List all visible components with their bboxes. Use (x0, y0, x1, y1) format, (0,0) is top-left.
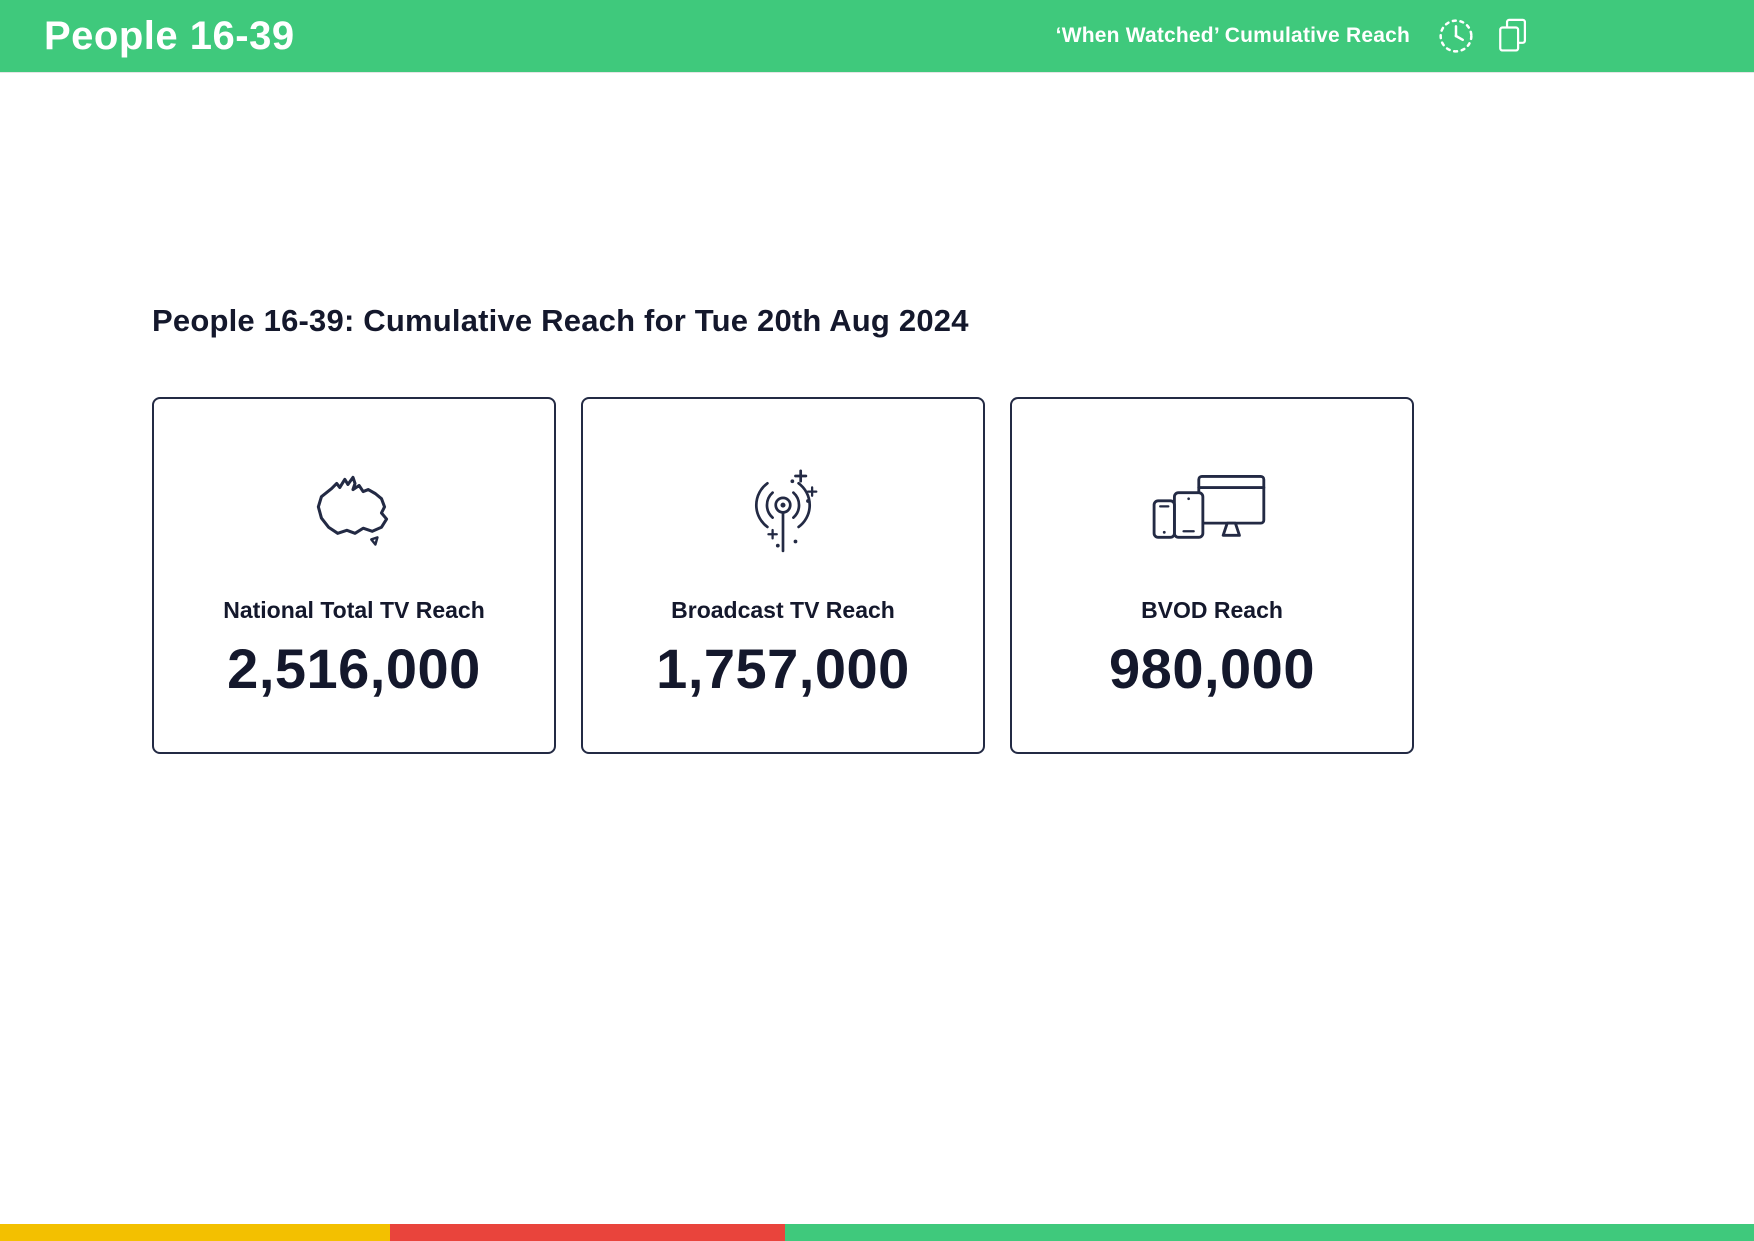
card-bvod-reach: BVOD Reach 980,000 (1010, 397, 1414, 754)
card-label: BVOD Reach (1141, 597, 1283, 623)
copy-icon[interactable] (1494, 12, 1532, 60)
page-header-title: People 16-39 (44, 13, 295, 58)
australia-map-icon (298, 459, 410, 571)
card-value: 2,516,000 (227, 637, 481, 700)
card-value: 980,000 (1109, 637, 1315, 700)
page-title: People 16-39: Cumulative Reach for Tue 2… (152, 303, 969, 338)
stripe-yellow (0, 1224, 390, 1241)
card-label: Broadcast TV Reach (671, 597, 895, 623)
stripe-green (785, 1224, 1754, 1241)
stripe-red (390, 1224, 785, 1241)
broadcast-signal-icon (731, 459, 835, 571)
card-label: National Total TV Reach (223, 597, 485, 623)
card-broadcast-tv-reach: Broadcast TV Reach 1,757,000 (581, 397, 985, 754)
kpi-cards-row: National Total TV Reach 2,516,000 (152, 397, 1414, 754)
header-right-group: ‘When Watched’ Cumulative Reach (1056, 0, 1532, 72)
app-header: People 16-39 ‘When Watched’ Cumulative R… (0, 0, 1754, 72)
card-value: 1,757,000 (656, 637, 910, 700)
clock-icon[interactable] (1432, 12, 1480, 60)
card-national-total-tv-reach: National Total TV Reach 2,516,000 (152, 397, 556, 754)
footer-color-stripe (0, 1224, 1754, 1241)
devices-icon (1148, 459, 1276, 571)
header-subtitle: ‘When Watched’ Cumulative Reach (1055, 24, 1410, 47)
